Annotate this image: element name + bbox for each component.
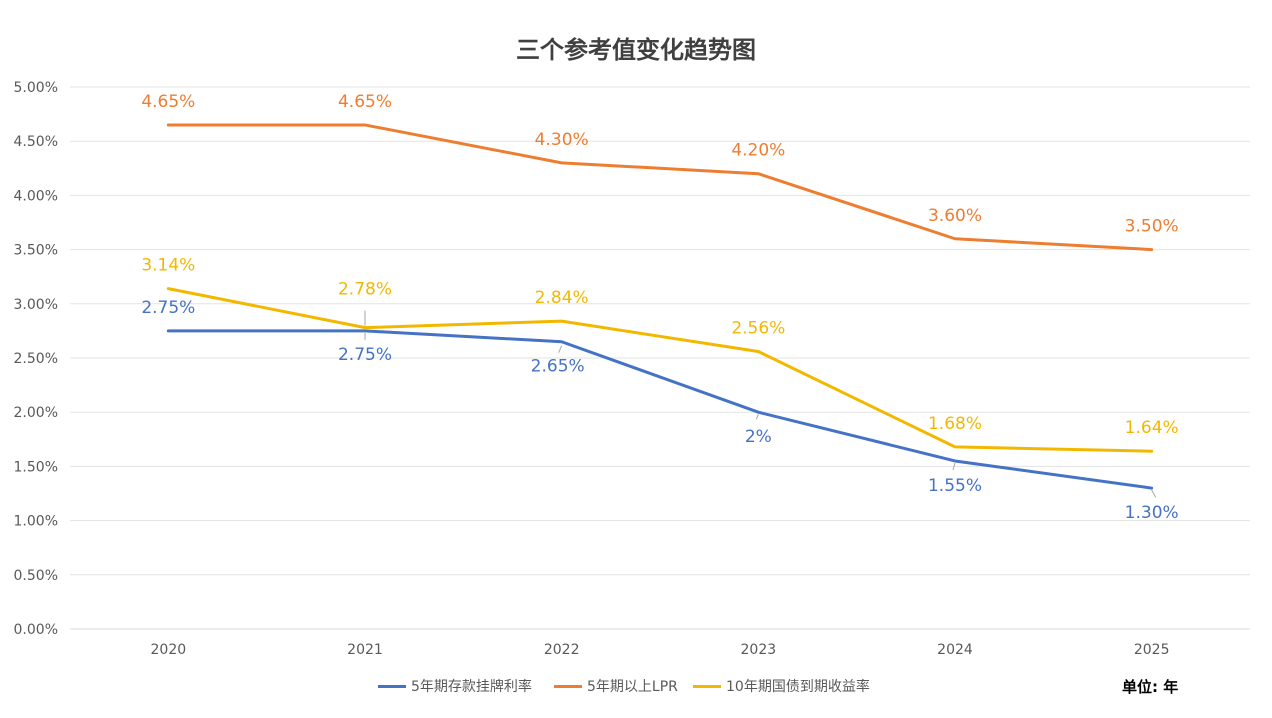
chart-title: 三个参考值变化趋势图 [516, 36, 756, 64]
legend-label: 5年期存款挂牌利率 [411, 679, 532, 695]
data-label: 3.14% [141, 256, 195, 276]
legend-swatch [378, 684, 406, 688]
y-tick-label: 1.00% [14, 514, 58, 530]
leader-line [952, 462, 956, 471]
data-label: 1.68% [928, 414, 982, 434]
legend-item-deposit-rate[interactable]: 5年期存款挂牌利率 [378, 676, 532, 696]
y-tick-label: 3.50% [14, 243, 58, 259]
data-labels: 2.75% 2.75% 2.65% 2% 1.55% 1.30% 4.65% 4.65% 4.3… [141, 92, 1178, 523]
series-lines [166, 123, 1154, 490]
y-tick-label: 0.50% [14, 568, 58, 584]
leader-lines [364, 310, 1157, 498]
series-line [166, 329, 1154, 490]
leader-line [558, 345, 563, 353]
leader-line [1151, 489, 1157, 498]
data-label: 3.60% [928, 206, 982, 226]
y-tick-label: 3.00% [14, 297, 58, 313]
axes: 0.00% 0.50% 1.00% 1.50% 2.00% 2.50% 3.00% 3.50%… [14, 80, 1250, 658]
legend-item-lpr[interactable]: 5年期以上LPR [554, 676, 678, 696]
x-tick-label: 2024 [937, 642, 973, 658]
series-line [166, 287, 1154, 453]
y-tick-label: 2.50% [14, 351, 58, 367]
data-label: 2.56% [731, 318, 785, 338]
data-label: 4.65% [141, 92, 195, 112]
gridlines [70, 86, 1250, 576]
y-tick-label: 0.00% [14, 622, 58, 638]
x-tick-label: 2020 [151, 642, 187, 658]
x-tick-label: 2022 [544, 642, 580, 658]
x-tick-label: 2023 [741, 642, 777, 658]
data-label: 3.50% [1125, 217, 1179, 237]
data-label: 2% [745, 427, 772, 447]
legend: 5年期存款挂牌利率 5年期以上LPR 10年期国债到期收益率 [0, 676, 1272, 698]
x-tick-label: 2025 [1134, 642, 1170, 658]
data-label: 1.30% [1125, 503, 1179, 523]
y-tick-label: 4.00% [14, 188, 58, 204]
leader-line [755, 414, 759, 420]
legend-swatch [693, 684, 721, 688]
legend-label: 5年期以上LPR [587, 679, 678, 695]
y-tick-label: 5.00% [14, 80, 58, 96]
legend-label: 10年期国债到期收益率 [726, 679, 870, 695]
data-label: 1.64% [1125, 418, 1179, 438]
data-label: 4.30% [535, 130, 589, 150]
series-line [166, 123, 1154, 252]
data-label: 2.65% [531, 357, 585, 377]
data-label: 2.84% [535, 288, 589, 308]
y-tick-label: 2.00% [14, 405, 58, 421]
x-tick-label: 2021 [347, 642, 383, 658]
data-label: 4.65% [338, 92, 392, 112]
y-tick-label: 1.50% [14, 459, 58, 475]
data-label: 1.55% [928, 476, 982, 496]
y-tick-label: 4.50% [14, 134, 58, 150]
data-label: 2.75% [141, 298, 195, 318]
data-label: 2.75% [338, 345, 392, 365]
data-label: 2.78% [338, 280, 392, 300]
legend-swatch [554, 684, 582, 688]
legend-item-bond-yield[interactable]: 10年期国债到期收益率 [693, 676, 870, 696]
data-label: 4.20% [731, 141, 785, 161]
unit-note: 单位: 年 [1122, 678, 1179, 696]
